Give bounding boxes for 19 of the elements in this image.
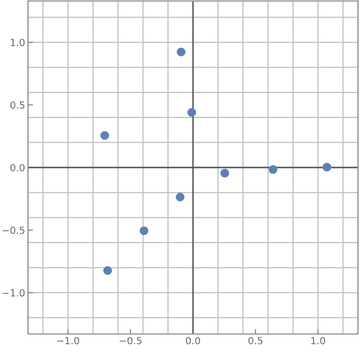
point [140,226,148,236]
point [268,165,278,174]
y-tick-label: 0.5 [10,101,24,109]
point [100,131,110,140]
y-tick-label: −0.5 [2,226,24,234]
point [187,108,196,117]
x-tick-label: 0.5 [248,336,262,344]
y-tick-label: −1.0 [2,289,25,297]
y-tick-label: 1.0 [10,38,25,46]
point [176,48,186,56]
x-tick-label: −0.5 [120,336,142,344]
point [103,266,112,275]
x-tick-label: 0.0 [186,336,200,344]
point [220,168,230,178]
x-tick-label: 1.0 [311,336,326,344]
point [322,162,332,172]
point [176,192,184,202]
x-tick-label: −1.0 [57,336,80,344]
y-tick-label: 0.0 [10,164,25,172]
